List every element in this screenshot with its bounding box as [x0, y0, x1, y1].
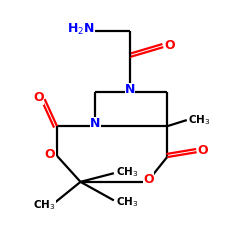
Text: H$_2$N: H$_2$N: [66, 22, 94, 37]
Text: CH$_3$: CH$_3$: [116, 195, 139, 208]
Text: CH$_3$: CH$_3$: [116, 165, 139, 179]
Text: O: O: [164, 40, 175, 52]
Text: N: N: [125, 83, 135, 96]
Text: O: O: [33, 91, 44, 104]
Text: N: N: [90, 117, 101, 130]
Text: O: O: [44, 148, 55, 161]
Text: CH$_3$: CH$_3$: [188, 113, 210, 127]
Text: O: O: [143, 173, 154, 186]
Text: CH$_3$: CH$_3$: [34, 198, 56, 212]
Text: O: O: [198, 144, 208, 158]
